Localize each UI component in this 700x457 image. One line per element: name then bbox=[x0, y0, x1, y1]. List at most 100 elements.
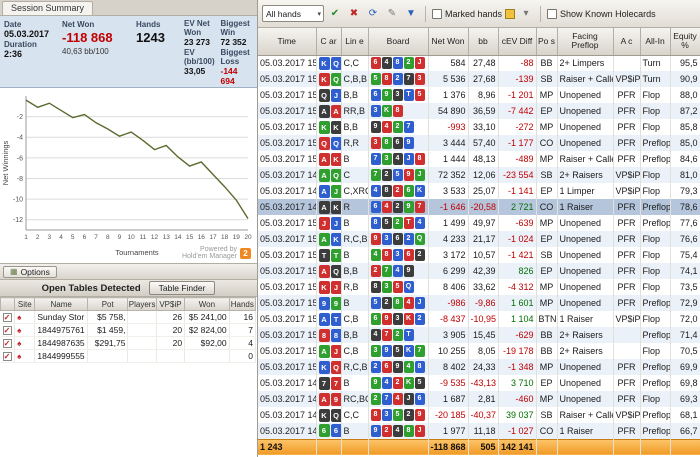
column-header-cards[interactable]: C ar bbox=[316, 28, 342, 56]
column-header-all_in[interactable]: All-In bbox=[640, 28, 671, 56]
cell-position: MP bbox=[536, 295, 558, 311]
cell-cev-diff: -1 348 bbox=[498, 359, 537, 375]
open-tables-column-won[interactable]: Won bbox=[184, 297, 230, 311]
cell-equity: 90,9 bbox=[670, 71, 700, 87]
column-header-cev_diff[interactable]: cEV Diff bbox=[498, 28, 537, 56]
table-row-checkbox[interactable]: ✓ bbox=[2, 326, 12, 335]
hand-row[interactable]: 05.03.2017 14:2AKR64297-1 646-20,582 721… bbox=[258, 199, 700, 215]
open-tables-column-pot[interactable]: Pot bbox=[86, 297, 129, 311]
card-Jd: J bbox=[330, 216, 340, 230]
hand-row[interactable]: 05.03.2017 15:3AKB734J81 44448,13-489MPR… bbox=[258, 151, 700, 167]
cell-vpsip bbox=[156, 349, 186, 363]
svg-text:6: 6 bbox=[83, 234, 87, 241]
cell-line: C bbox=[341, 167, 369, 183]
net-won-value: -118 868 bbox=[62, 30, 113, 45]
card-Jh: J bbox=[414, 57, 425, 70]
refresh-icon[interactable]: ⟳ bbox=[368, 8, 378, 19]
cell-net-won: -20 185 bbox=[428, 407, 469, 423]
open-tables-column-check[interactable] bbox=[0, 297, 16, 311]
hand-row[interactable]: 05.03.2017 15:4KQC,C6482J58427,48-88BB2+… bbox=[258, 55, 700, 71]
card-4s: 4 bbox=[392, 153, 403, 165]
column-header-board[interactable]: Board bbox=[368, 28, 429, 56]
open-tables-column-hands[interactable]: Hands bbox=[228, 297, 257, 311]
column-header-time[interactable]: Time bbox=[258, 28, 317, 56]
mark-color-swatch[interactable] bbox=[505, 8, 516, 19]
show-known-holecards-checkbox[interactable] bbox=[547, 8, 558, 19]
cell-net-won: 4 233 bbox=[428, 231, 469, 247]
edit-filter-icon[interactable]: ✎ bbox=[387, 8, 397, 19]
cell-action: PFR bbox=[613, 103, 641, 119]
card-Ks: K bbox=[330, 120, 340, 134]
marked-hands-checkbox[interactable] bbox=[432, 8, 442, 19]
open-table-row[interactable]: ✓ ♠ 1844975761 $1 459, 20 $2 824,00 7 bbox=[0, 323, 257, 337]
table-row-checkbox[interactable]: ✓ bbox=[2, 313, 12, 322]
open-table-row[interactable]: ✓ ♠ 1844999555 0 bbox=[0, 349, 257, 363]
open-tables-column-name[interactable]: Name bbox=[34, 297, 88, 311]
hand-row[interactable]: 05.03.2017 14:577B942K5-9 535-43,133 710… bbox=[258, 375, 700, 391]
cell-time: 05.03.2017 14:2 bbox=[258, 167, 317, 183]
filter-funnel-icon[interactable]: ▼ bbox=[406, 8, 416, 19]
open-tables-column-players[interactable]: Players bbox=[127, 297, 157, 311]
clear-filter-icon[interactable]: ✖ bbox=[349, 8, 359, 19]
mark-color-chevron-icon[interactable]: ▾ bbox=[523, 8, 529, 19]
open-tables-column-site[interactable]: Site bbox=[14, 297, 36, 311]
tab-session-summary[interactable]: Session Summary bbox=[2, 1, 94, 15]
hand-row[interactable]: 05.03.2017 14:5A9RC,BC274J61 6872,81-460… bbox=[258, 391, 700, 407]
column-header-facing_preflop[interactable]: Facing Preflop bbox=[557, 28, 614, 56]
column-header-pos[interactable]: Po s bbox=[536, 28, 558, 56]
cell-bb: -20,58 bbox=[468, 199, 499, 215]
card-5c: 5 bbox=[392, 409, 403, 421]
site-icon: ♠ bbox=[17, 339, 22, 348]
hand-row[interactable]: 05.03.2017 15:1JJB852T41 49949,97-639MPU… bbox=[258, 215, 700, 231]
table-row-checkbox[interactable]: ✓ bbox=[2, 339, 12, 348]
apply-filter-icon[interactable]: ✔ bbox=[330, 8, 340, 19]
card-2d: 2 bbox=[403, 233, 414, 245]
card-8c: 8 bbox=[381, 137, 392, 149]
card-4h: 4 bbox=[392, 393, 403, 405]
cell-all-in: Flop bbox=[640, 119, 671, 135]
open-tables-column-vpsip[interactable]: VP$iP bbox=[155, 297, 186, 311]
column-header-bb[interactable]: bb bbox=[468, 28, 499, 56]
cell-bb: -43,13 bbox=[468, 375, 499, 391]
hand-row[interactable]: 05.03.2017 14:2AJC,XRC4826K3 53325,07-1 … bbox=[258, 183, 700, 199]
cell-pot: $1 459, bbox=[87, 323, 129, 337]
open-table-row[interactable]: ✓ ♠ 1844987635 $291,75 20 $92,00 4 bbox=[0, 336, 257, 350]
open-table-row[interactable]: ✓ ♠ Sunday Stor $5 758, 26 $5 241,00 16 bbox=[0, 310, 257, 324]
hands-filter-dropdown[interactable]: All hands ▾ bbox=[262, 5, 324, 22]
table-row-checkbox[interactable]: ✓ bbox=[2, 352, 12, 361]
cell-cev-diff: -7 442 bbox=[498, 103, 537, 119]
cell-cev-diff: -1 177 bbox=[498, 135, 537, 151]
options-button[interactable]: ▦ Options bbox=[3, 265, 57, 278]
column-header-action[interactable]: A c bbox=[613, 28, 641, 56]
cell-net-won: 1 499 bbox=[428, 215, 469, 231]
card-2h: 2 bbox=[381, 424, 392, 437]
hand-row[interactable]: 05.03.2017 15:3KKB,B9427-99333,10-272MPU… bbox=[258, 119, 700, 135]
card-6d: 6 bbox=[370, 201, 381, 213]
cell-equity: 88,0 bbox=[670, 87, 700, 103]
cell-all-in: Preflop bbox=[640, 423, 671, 439]
column-header-equity[interactable]: Equity % bbox=[670, 28, 700, 56]
card-4s: 4 bbox=[370, 329, 381, 341]
table-finder-button[interactable]: Table Finder bbox=[148, 281, 216, 295]
column-header-net_won[interactable]: Net Won bbox=[428, 28, 469, 56]
column-header-line[interactable]: Lin e bbox=[341, 28, 369, 56]
hand-row[interactable]: 05.03.2017 15:099B5284J-986-9,861 601MPU… bbox=[258, 295, 700, 311]
